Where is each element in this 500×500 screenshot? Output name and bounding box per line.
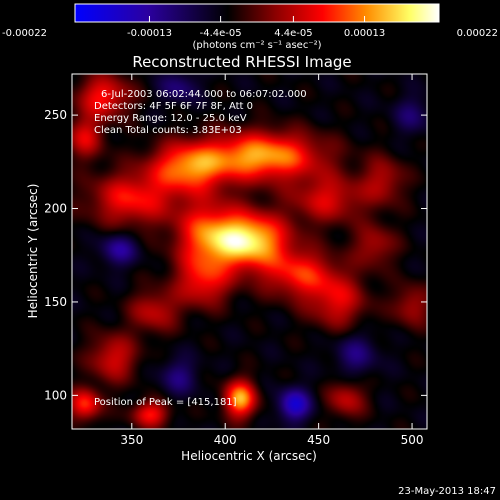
chart-title: Reconstructed RHESSI Image xyxy=(132,53,351,71)
info-peak-position: Position of Peak = [415,181] xyxy=(94,397,237,408)
y-axis-ticks: 100 150 200 250 xyxy=(44,108,427,402)
colorbar-gradient xyxy=(74,3,440,23)
x-tick-label: 500 xyxy=(401,433,424,447)
info-energy: Energy Range: 12.0 - 25.0 keV xyxy=(94,113,247,124)
x-tick-label: 400 xyxy=(214,433,237,447)
info-clean: Clean Total counts: 3.83E+03 xyxy=(94,125,242,136)
y-tick-label: 100 xyxy=(44,388,67,402)
colorbar-tick-label: -0.00013 xyxy=(127,28,172,39)
plot-area: 350 400 450 500 100 150 200 250 xyxy=(44,73,428,447)
colorbar-tick-label: 0.00013 xyxy=(344,28,385,39)
x-axis-label: Heliocentric X (arcsec) xyxy=(181,449,317,463)
colorbar-ticks: -0.00022 -0.00013 -4.4e-05 4.4e-05 0.00013 0.… xyxy=(2,16,498,39)
x-tick-label: 450 xyxy=(307,433,330,447)
y-axis-label: Heliocentric Y (arcsec) xyxy=(26,184,40,319)
colorbar-tick-label: -4.4e-05 xyxy=(200,28,242,39)
info-time-range: 6-Jul-2003 06:02:44.000 to 06:07:02.000 xyxy=(101,89,307,100)
colorbar-tick-label: 0.00022 xyxy=(457,28,498,39)
colorbar-tick-label: -0.00022 xyxy=(2,28,47,39)
colorbar-units: (photons cm⁻² s⁻¹ asec⁻²) xyxy=(192,40,321,51)
colorbar-tick-label: 4.4e-05 xyxy=(274,28,312,39)
x-axis-ticks: 350 400 450 500 xyxy=(120,74,424,447)
info-detectors: Detectors: 4F 5F 6F 7F 8F, Att 0 xyxy=(94,101,254,112)
colorbar: -0.00022 -0.00013 -4.4e-05 4.4e-05 0.00013 0.… xyxy=(2,3,498,51)
y-tick-label: 200 xyxy=(44,202,67,216)
x-tick-label: 350 xyxy=(120,433,143,447)
y-tick-label: 150 xyxy=(44,295,67,309)
y-tick-label: 250 xyxy=(44,108,67,122)
plot-frame xyxy=(71,73,428,430)
footer-timestamp: 23-May-2013 18:47 xyxy=(398,486,496,497)
heatmap-image xyxy=(72,74,427,429)
